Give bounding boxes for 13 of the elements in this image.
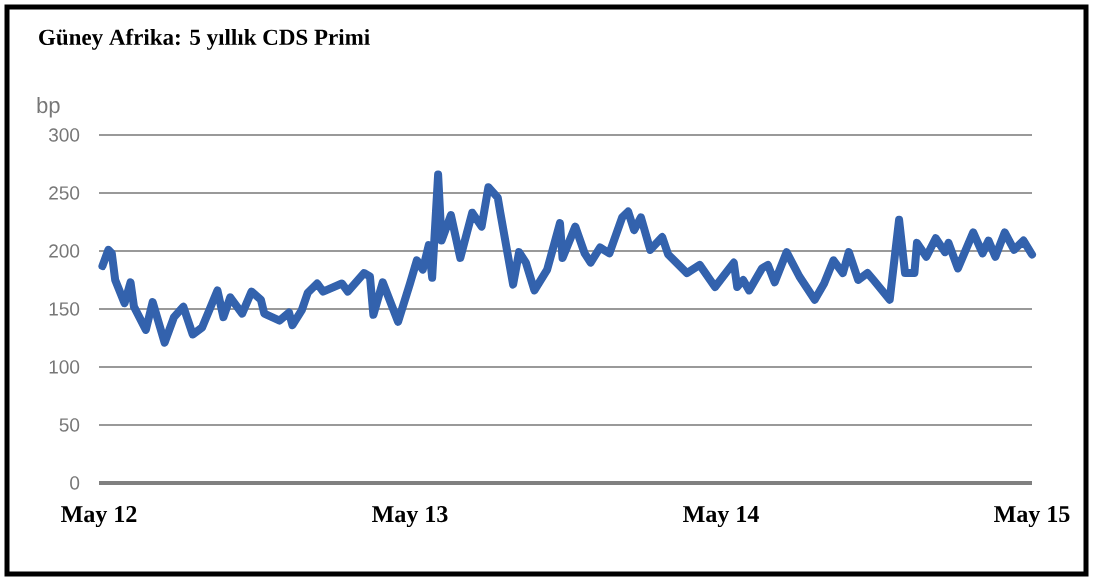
x-tick-label: May 13 — [372, 506, 448, 528]
y-tick-label: 50 — [59, 418, 80, 432]
x-tick-label: May 12 — [61, 506, 137, 528]
y-tick-label: 100 — [49, 360, 80, 374]
y-tick-label: 250 — [49, 186, 80, 200]
chart-title: Güney Afrika: 5 yıllık CDS Primi — [39, 28, 370, 50]
y-tick-label: 300 — [48, 128, 80, 142]
y-tick-label: 0 — [70, 476, 80, 490]
x-tick-label: May 15 — [994, 506, 1070, 528]
x-tick-label: May 14 — [683, 506, 759, 528]
y-tick-label: 150 — [49, 302, 80, 316]
y-tick-label: 200 — [49, 244, 80, 258]
y-axis-title: bp — [37, 96, 60, 118]
